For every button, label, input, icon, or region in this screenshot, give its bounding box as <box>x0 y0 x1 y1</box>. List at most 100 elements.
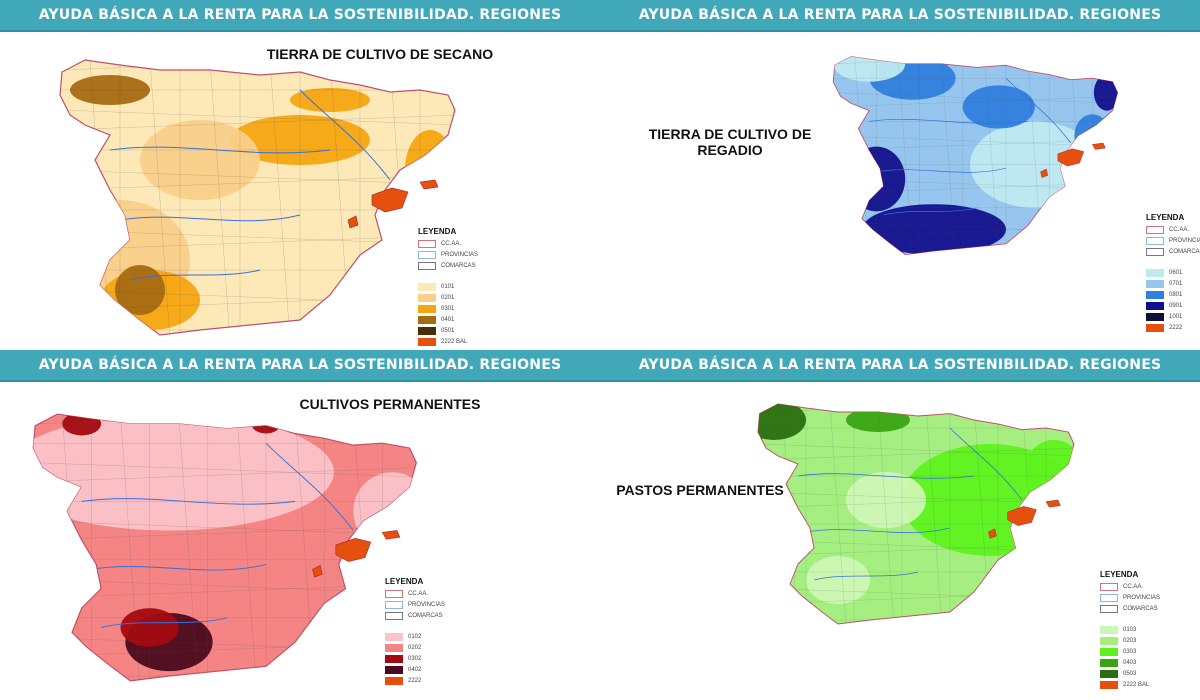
region-area <box>1026 440 1075 497</box>
river <box>883 207 978 216</box>
panel-header: AYUDA BÁSICA A LA RENTA PARA LA SOSTENIB… <box>0 0 600 32</box>
legend-region-item: 0501 <box>418 326 478 335</box>
legend-swatch <box>418 293 436 302</box>
mallorca <box>371 187 409 213</box>
legend-label: COMARCAS <box>1169 248 1200 255</box>
legend-region-item: 0801 <box>1146 290 1200 299</box>
map-title: TIERRA DE CULTIVO DE REGADIO <box>648 126 812 158</box>
legend-label: 0501 <box>441 327 455 334</box>
comarca-border <box>941 56 956 255</box>
spain-map <box>32 413 417 682</box>
legend-boundary-item: COMARCAS <box>385 611 445 620</box>
region-area <box>846 472 926 528</box>
mallorca <box>1007 506 1037 526</box>
legend-swatch <box>1146 247 1164 256</box>
legend-swatch <box>418 315 436 324</box>
legend-region-item: 0402 <box>385 665 445 674</box>
comarca-border <box>1069 404 1075 625</box>
legend-label: PROVINCIAS <box>441 251 479 258</box>
map-panel: AYUDA BÁSICA A LA RENTA PARA LA SOSTENIB… <box>600 0 1200 350</box>
legend-label: 0101 <box>441 283 455 290</box>
legend-label: 2222 BAL <box>441 338 468 345</box>
legend-boundary-item: CC.AA. <box>418 239 478 248</box>
legend-swatch <box>1146 323 1164 332</box>
region-area <box>33 414 334 531</box>
region-area <box>962 85 1035 129</box>
legend-swatch <box>385 643 403 652</box>
legend-region-item: 0901 <box>1146 301 1200 310</box>
mallorca <box>335 537 372 562</box>
legend-region-item: 0103 <box>1100 625 1160 634</box>
legend-boundary-item: CC.AA. <box>1146 225 1200 234</box>
comarca-border <box>60 114 455 131</box>
region-area <box>115 265 165 315</box>
mallorca <box>1057 148 1085 167</box>
comarca-border <box>897 56 913 255</box>
legend-label: 1001 <box>1169 313 1183 320</box>
comarca-border <box>178 414 199 681</box>
legend-label: 2222 <box>408 677 422 684</box>
legend-label: 0202 <box>408 644 422 651</box>
legend-region-item: 0503 <box>1100 669 1160 678</box>
menorca <box>1045 499 1061 508</box>
legend-swatch <box>1100 658 1118 667</box>
river <box>109 146 331 154</box>
legend-label: 0301 <box>441 305 455 312</box>
comarca-border <box>149 60 171 335</box>
comarca-border <box>758 443 1075 457</box>
legend-swatch <box>1146 268 1164 277</box>
legend-boundary-item: PROVINCIAS <box>1146 236 1200 245</box>
legend-title: LEYENDA <box>418 227 457 236</box>
panel-header: AYUDA BÁSICA A LA RENTA PARA LA SOSTENIB… <box>600 350 1200 382</box>
legend-swatch <box>1100 647 1118 656</box>
legend-label: COMARCAS <box>1123 605 1158 612</box>
legend-region-item: 2222 <box>1146 323 1200 332</box>
menorca <box>381 530 401 540</box>
river <box>299 89 391 181</box>
legend-swatch <box>1100 680 1118 689</box>
legend-label: PROVINCIAS <box>408 601 446 608</box>
menorca <box>419 179 439 190</box>
legend-boundary-item: COMARCAS <box>1146 247 1200 256</box>
comarca-border <box>209 60 231 335</box>
legend-boundary-item: COMARCAS <box>1100 604 1160 613</box>
comarca-border <box>758 495 1075 509</box>
region-area <box>405 130 455 210</box>
region-area <box>140 120 260 200</box>
legend-swatch <box>385 654 403 663</box>
region-area <box>1093 74 1118 111</box>
legend-swatch <box>418 337 436 346</box>
legend-region-item: 0401 <box>418 315 478 324</box>
legend-boundary-item: CC.AA. <box>385 589 445 598</box>
map-legend: LEYENDA CC.AA. PROVINCIAS COMARCAS 0101 0201 0… <box>418 227 478 348</box>
river <box>797 473 975 479</box>
legend-region-item: 2222 BAL <box>1100 680 1160 689</box>
ibiza <box>988 528 997 539</box>
legend-region-item: 0403 <box>1100 658 1160 667</box>
legend-label: 0801 <box>1169 291 1183 298</box>
comarca-border <box>829 404 847 625</box>
legend-swatch <box>385 600 403 609</box>
legend-label: 0102 <box>408 633 422 640</box>
legend-label: 2222 BAL <box>1123 681 1150 688</box>
river <box>876 167 1007 173</box>
panel-header: AYUDA BÁSICA A LA RENTA PARA LA SOSTENIB… <box>0 350 600 382</box>
legend-boundary-item: PROVINCIAS <box>418 250 478 259</box>
legend-swatch <box>385 665 403 674</box>
legend-region-item: 0202 <box>385 643 445 652</box>
legend-label: 0701 <box>1169 280 1183 287</box>
legend-region-item: 0203 <box>1100 636 1160 645</box>
legend-label: COMARCAS <box>441 262 476 269</box>
legend-label: 0103 <box>1123 626 1137 633</box>
river <box>119 214 301 222</box>
comarca-border <box>925 404 943 625</box>
comarca-border <box>758 447 1075 461</box>
region-area <box>62 414 102 436</box>
legend-swatch <box>1146 279 1164 288</box>
comarca-border <box>1113 56 1118 255</box>
legend-region-item: 2222 <box>385 676 445 685</box>
legend-swatch <box>418 304 436 313</box>
map-legend: LEYENDA CC.AA. PROVINCIAS COMARCAS 0103 0203 0… <box>1100 570 1160 691</box>
comarca-border <box>411 414 417 681</box>
menorca <box>1092 142 1106 150</box>
